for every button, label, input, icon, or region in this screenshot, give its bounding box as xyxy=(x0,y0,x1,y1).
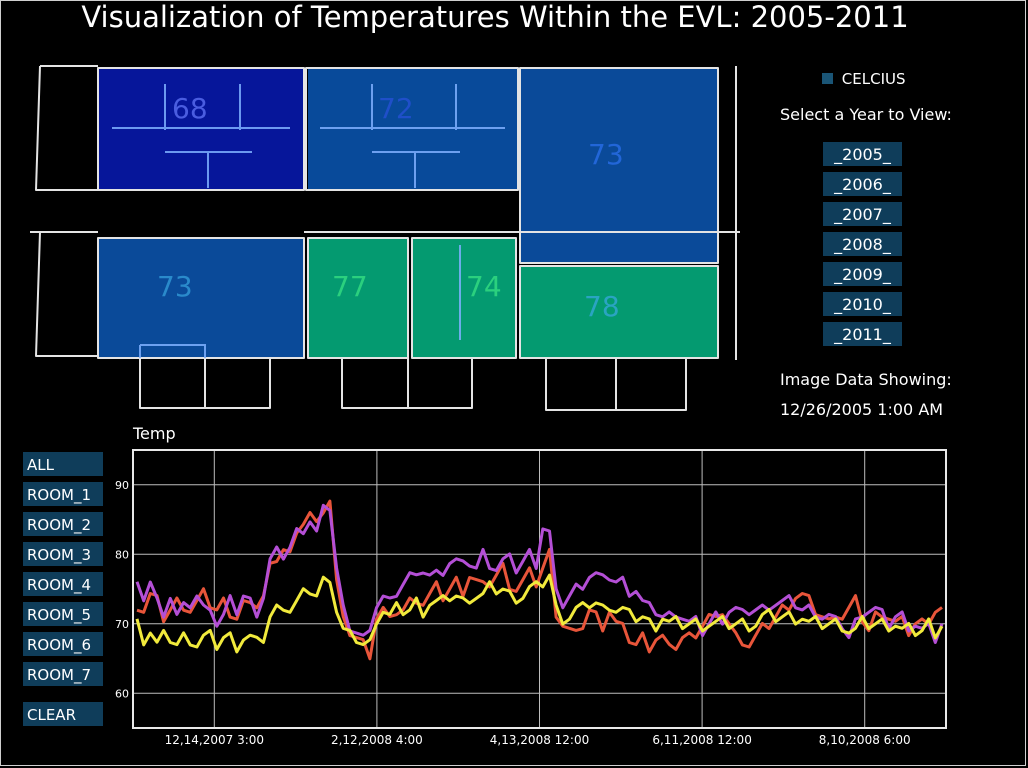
room-6-button[interactable]: ROOM_6 xyxy=(23,632,103,656)
year-button-2006[interactable]: _2006_ xyxy=(823,172,902,196)
room-7-temp-label: 78 xyxy=(584,290,620,323)
chart-y-tick-label: 70 xyxy=(115,618,129,631)
room-6-tile[interactable] xyxy=(412,238,516,358)
year-button-2009[interactable]: _2009_ xyxy=(823,262,902,286)
room-1-temp-label: 68 xyxy=(172,92,208,125)
room-3-button[interactable]: ROOM_3 xyxy=(23,542,103,566)
room-5-button[interactable]: ROOM_5 xyxy=(23,602,103,626)
chart-y-tick-label: 90 xyxy=(115,479,129,492)
room-5-tile[interactable] xyxy=(308,238,408,358)
image-data-label: Image Data Showing: xyxy=(780,370,952,389)
clear-button[interactable]: CLEAR xyxy=(23,702,103,726)
room-2-temp-label: 72 xyxy=(378,92,414,125)
interior-partitions xyxy=(112,84,505,358)
legend-swatch xyxy=(822,73,833,84)
year-prompt: Select a Year to View: xyxy=(780,105,952,124)
chart-x-tick-label: 8,10,2008 6:00 xyxy=(819,733,911,747)
chart-y-label: Temp xyxy=(133,424,176,443)
room-5-temp-label: 77 xyxy=(332,270,368,303)
room-4-tile[interactable] xyxy=(98,238,304,358)
legend: CELCIUS xyxy=(822,70,906,88)
page-title: Visualization of Temperatures Within the… xyxy=(81,0,909,34)
room-2-button[interactable]: ROOM_2 xyxy=(23,512,103,536)
all-button[interactable]: ALL xyxy=(23,452,103,476)
floor-plan xyxy=(30,65,740,411)
chart-border xyxy=(132,449,947,729)
year-button-2011[interactable]: _2011_ xyxy=(823,322,902,346)
chart-y-tick-label: 80 xyxy=(115,548,129,561)
chart-x-tick-label: 6,11,2008 12:00 xyxy=(652,733,751,747)
room-3-temp-label: 73 xyxy=(588,138,624,171)
chart-x-tick-label: 2,12,2008 4:00 xyxy=(331,733,423,747)
year-button-2005[interactable]: _2005_ xyxy=(823,142,902,166)
chart-series-line-2 xyxy=(135,503,944,644)
room-7-tile[interactable] xyxy=(520,266,718,358)
chart-x-tick-label: 4,13,2008 12:00 xyxy=(490,733,589,747)
floor-walls xyxy=(30,65,740,411)
chart-y-tick-label: 60 xyxy=(115,687,129,700)
room-4-temp-label: 73 xyxy=(157,270,193,303)
room-1-button[interactable]: ROOM_1 xyxy=(23,482,103,506)
chart-series-line-3 xyxy=(135,573,944,654)
chart-x-tick-label: 12,14,2007 3:00 xyxy=(165,733,264,747)
chart-series-line-1 xyxy=(136,499,943,661)
year-button-2008[interactable]: _2008_ xyxy=(823,232,902,256)
room-4-button[interactable]: ROOM_4 xyxy=(23,572,103,596)
year-button-2007[interactable]: _2007_ xyxy=(823,202,902,226)
image-data-timestamp: 12/26/2005 1:00 AM xyxy=(780,400,944,419)
year-button-2010[interactable]: _2010_ xyxy=(823,292,902,316)
room-7-button[interactable]: ROOM_7 xyxy=(23,662,103,686)
room-3-tile[interactable] xyxy=(520,68,718,263)
room-6-temp-label: 74 xyxy=(466,270,502,303)
legend-label: CELCIUS xyxy=(841,70,906,88)
